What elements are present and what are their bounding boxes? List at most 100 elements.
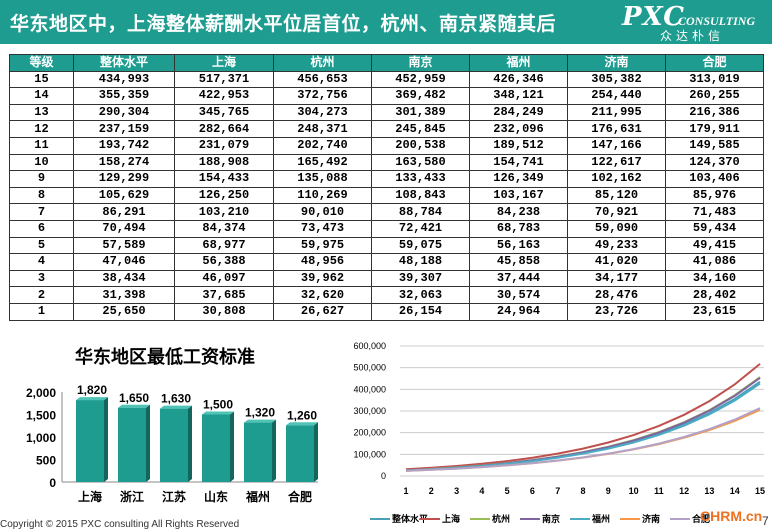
table-cell: 108,843	[371, 186, 470, 205]
x-tick-label: 7	[555, 486, 560, 496]
bar-side	[188, 405, 192, 482]
table-cell: 10	[9, 153, 74, 172]
table-cell: 176,631	[567, 120, 666, 138]
column-header: 福州	[469, 54, 568, 72]
table-cell: 68,977	[174, 236, 274, 255]
table-cell: 6	[9, 219, 74, 238]
series-line	[405, 376, 761, 472]
x-category-label: 上海	[78, 489, 102, 504]
table-row: 9 129,299 154,433 135,088 133,433 126,349 102,…	[9, 170, 764, 188]
table-cell: 84,374	[174, 219, 274, 238]
table-cell: 12	[9, 120, 74, 138]
bar-data-label: 1,630	[161, 392, 191, 406]
bar-data-label: 1,500	[203, 398, 233, 412]
bar	[160, 408, 188, 482]
bar	[244, 422, 272, 482]
y-tick-label: 100,000	[353, 449, 386, 459]
table-row: 14 355,359 422,953 372,756 369,482 348,121 254…	[9, 87, 764, 105]
table-cell: 39,962	[273, 269, 372, 288]
table-cell: 126,349	[469, 170, 568, 188]
x-tick-label: 6	[530, 486, 535, 496]
table-cell: 517,371	[174, 70, 274, 89]
legend-label: 上海	[442, 513, 460, 525]
x-category-label: 浙江	[120, 489, 144, 504]
table-cell: 345,765	[174, 103, 274, 122]
y-tick-label: 1,500	[26, 409, 56, 423]
table-cell: 88,784	[371, 203, 470, 221]
bar	[76, 400, 104, 482]
table-cell: 301,389	[371, 103, 470, 122]
table-cell: 284,249	[469, 103, 568, 122]
bar-data-label: 1,820	[77, 383, 107, 397]
table-cell: 39,307	[371, 269, 470, 288]
table-cell: 49,415	[665, 236, 764, 255]
bar-side	[314, 422, 318, 482]
table-cell: 149,585	[665, 136, 764, 155]
x-tick-label: 8	[580, 486, 585, 496]
x-tick-label: 10	[629, 486, 639, 496]
table-header-row: 等级 整体水平 上海 杭州 南京 福州 济南 合肥	[9, 54, 764, 72]
column-header: 合肥	[665, 54, 764, 72]
table-cell: 70,921	[567, 203, 666, 221]
table-cell: 260,255	[665, 87, 764, 105]
x-category-label: 山东	[204, 489, 228, 504]
title-bar: 华东地区中，上海整体薪酬水平位居首位，杭州、南京紧随其后 PXC CONSULT…	[0, 0, 772, 44]
chrm-watermark: CHRM.cn	[700, 508, 763, 524]
y-tick-label: 2,000	[26, 386, 56, 400]
table-cell: 34,160	[665, 269, 764, 288]
table-cell: 369,482	[371, 87, 470, 105]
table-cell: 9	[9, 170, 74, 188]
table-row: 10 158,274 188,908 165,492 163,580 154,741 122…	[9, 153, 764, 172]
table-cell: 426,346	[469, 70, 568, 89]
x-tick-label: 4	[479, 486, 484, 496]
table-cell: 124,370	[665, 153, 764, 172]
table-cell: 372,756	[273, 87, 372, 105]
bar-side	[146, 404, 150, 482]
table-cell: 59,090	[567, 219, 666, 238]
table-cell: 7	[9, 203, 74, 221]
table-cell: 179,911	[665, 120, 764, 138]
table-cell: 163,580	[371, 153, 470, 172]
table-cell: 4	[9, 253, 74, 271]
table-cell: 47,046	[73, 253, 175, 271]
x-tick-label: 9	[606, 486, 611, 496]
table-cell: 5	[9, 236, 74, 255]
table-cell: 200,538	[371, 136, 470, 155]
column-header: 上海	[174, 54, 274, 72]
table-cell: 26,154	[371, 302, 470, 321]
table-cell: 48,956	[273, 253, 372, 271]
table-cell: 41,086	[665, 253, 764, 271]
y-tick-label: 0	[381, 471, 386, 481]
table-cell: 102,162	[567, 170, 666, 188]
bar-side	[104, 397, 108, 482]
table-cell: 422,953	[174, 87, 274, 105]
table-cell: 59,434	[665, 219, 764, 238]
table-cell: 32,063	[371, 286, 470, 304]
table-cell: 56,163	[469, 236, 568, 255]
series-line	[405, 363, 761, 471]
table-cell: 8	[9, 186, 74, 205]
table-row: 3 38,434 46,097 39,962 39,307 37,444 34,177 34,…	[9, 269, 764, 288]
copyright-footer: Copyright © 2015 PXC consulting All Righ…	[0, 519, 240, 530]
table-cell: 13	[9, 103, 74, 122]
table-cell: 348,121	[469, 87, 568, 105]
table-cell: 129,299	[73, 170, 175, 188]
salary-table: 等级 整体水平 上海 杭州 南京 福州 济南 合肥 15 434,993 517,371 456,6…	[9, 54, 764, 321]
table-cell: 103,167	[469, 186, 568, 205]
bar	[118, 407, 146, 482]
bar-data-label: 1,320	[245, 406, 275, 420]
bar	[202, 414, 230, 482]
table-cell: 154,741	[469, 153, 568, 172]
table-cell: 248,371	[273, 120, 372, 138]
table-cell: 355,359	[73, 87, 175, 105]
y-tick-label: 1,000	[26, 431, 56, 445]
table-cell: 32,620	[273, 286, 372, 304]
y-tick-label: 300,000	[353, 406, 386, 416]
table-row: 7 86,291 103,210 90,010 88,784 84,238 70,921 71…	[9, 203, 764, 221]
table-cell: 135,088	[273, 170, 372, 188]
table-cell: 216,386	[665, 103, 764, 122]
page-number: 7	[762, 514, 769, 528]
table-cell: 147,166	[567, 136, 666, 155]
table-row: 5 57,589 68,977 59,975 59,075 56,163 49,233 49,…	[9, 236, 764, 255]
page-title: 华东地区中，上海整体薪酬水平位居首位，杭州、南京紧随其后	[10, 13, 557, 35]
